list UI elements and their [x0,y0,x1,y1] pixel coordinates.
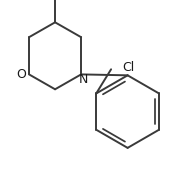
Text: N: N [78,73,88,86]
Text: O: O [17,68,26,81]
Text: Cl: Cl [122,61,135,74]
